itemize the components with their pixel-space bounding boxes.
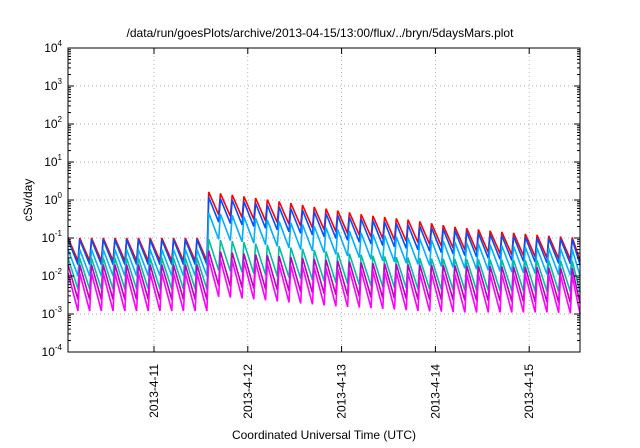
x-tick-label: 2013-4-14 (428, 364, 442, 419)
grid (68, 48, 580, 352)
series-line-2 (67, 212, 581, 277)
y-tick-label: 101 (44, 153, 62, 169)
axis-ticks: 10-4 10-3 10-2 10-1 100 101 102 103 104 2013-4-11… (42, 39, 580, 419)
y-tick-label: 100 (44, 191, 62, 207)
x-tick-label: 2013-4-15 (522, 364, 536, 419)
y-tick-label: 10-1 (42, 229, 63, 245)
y-tick-label: 103 (44, 77, 62, 93)
series-line-1 (67, 196, 581, 265)
series-line-5 (67, 258, 581, 314)
x-axis-label: Coordinated Universal Time (UTC) (231, 428, 417, 442)
y-tick-label: 10-4 (42, 343, 63, 359)
y-tick-label: 10-3 (42, 305, 63, 321)
series-group (67, 191, 581, 314)
x-tick-label: 2013-4-13 (335, 364, 349, 419)
y-tick-label: 104 (44, 39, 62, 55)
chart-title: /data/run/goesPlots/archive/2013-04-15/1… (126, 26, 514, 40)
x-tick-label: 2013-4-11 (147, 364, 161, 418)
y-tick-label: 10-2 (42, 267, 63, 283)
y-tick-label: 102 (44, 115, 62, 131)
x-tick-label: 2013-4-12 (241, 364, 255, 419)
